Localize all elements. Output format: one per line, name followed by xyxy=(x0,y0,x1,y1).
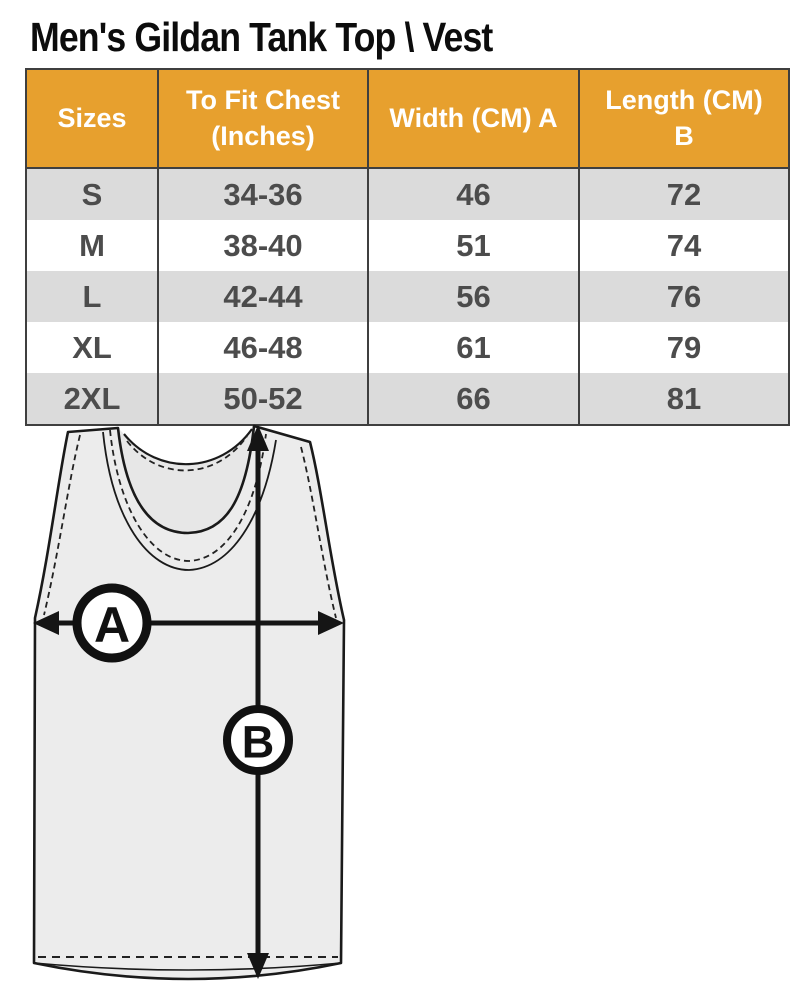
width-cell: 61 xyxy=(367,322,580,373)
width-cell: 66 xyxy=(367,373,580,425)
table-row-s: S 34-36 46 72 xyxy=(25,168,790,220)
header-sizes: Sizes xyxy=(25,68,159,169)
chest-cell: 42-44 xyxy=(157,271,369,322)
width-cell: 51 xyxy=(367,220,580,271)
size-cell: L xyxy=(25,271,159,322)
size-cell: XL xyxy=(25,322,159,373)
left-armhole-stitch xyxy=(43,434,81,616)
neckband-stitch xyxy=(109,429,267,562)
tank-top-drawing: A B xyxy=(32,424,346,981)
length-arrow xyxy=(247,425,269,979)
table-row-m: M 38-40 51 74 xyxy=(25,220,790,271)
back-collar-panel xyxy=(118,426,254,533)
size-cell: S xyxy=(25,168,159,220)
arrowhead-up xyxy=(247,425,269,451)
size-chart-table: Sizes To Fit Chest (Inches) Width (CM) A… xyxy=(25,68,790,426)
header-length: Length (CM) B xyxy=(578,68,790,169)
length-cell: 74 xyxy=(578,220,790,271)
table-row-2xl: 2XL 50-52 66 81 xyxy=(25,373,790,425)
right-armhole-stitch xyxy=(300,446,337,619)
hem-fold-line xyxy=(33,962,342,971)
width-cell: 56 xyxy=(367,271,580,322)
width-label-badge: A xyxy=(72,583,152,663)
size-cell: M xyxy=(25,220,159,271)
page-title: Men's Gildan Tank Top \ Vest xyxy=(30,14,493,60)
width-label: A xyxy=(94,597,130,653)
chest-cell: 46-48 xyxy=(157,322,369,373)
length-label: B xyxy=(242,717,275,768)
length-cell: 79 xyxy=(578,322,790,373)
back-collar-stitch xyxy=(126,435,248,472)
chest-cell: 34-36 xyxy=(157,168,369,220)
size-cell: 2XL xyxy=(25,373,159,425)
back-collar-edge xyxy=(123,428,253,466)
length-cell: 76 xyxy=(578,271,790,322)
chest-cell: 50-52 xyxy=(157,373,369,425)
header-chest: To Fit Chest (Inches) xyxy=(157,68,369,169)
table-row-xl: XL 46-48 61 79 xyxy=(25,322,790,373)
arrowhead-right xyxy=(318,611,344,635)
chest-cell: 38-40 xyxy=(157,220,369,271)
tank-top-measurement-diagram: A B xyxy=(0,420,812,1000)
arrowhead-down xyxy=(247,953,269,979)
table-row-l: L 42-44 56 76 xyxy=(25,271,790,322)
header-row: Sizes To Fit Chest (Inches) Width (CM) A… xyxy=(25,68,790,169)
arrowhead-left xyxy=(33,611,59,635)
width-cell: 46 xyxy=(367,168,580,220)
length-cell: 72 xyxy=(578,168,790,220)
length-cell: 81 xyxy=(578,373,790,425)
tank-body-outline xyxy=(32,424,346,981)
length-label-badge: B xyxy=(223,705,293,775)
header-width: Width (CM) A xyxy=(367,68,580,169)
